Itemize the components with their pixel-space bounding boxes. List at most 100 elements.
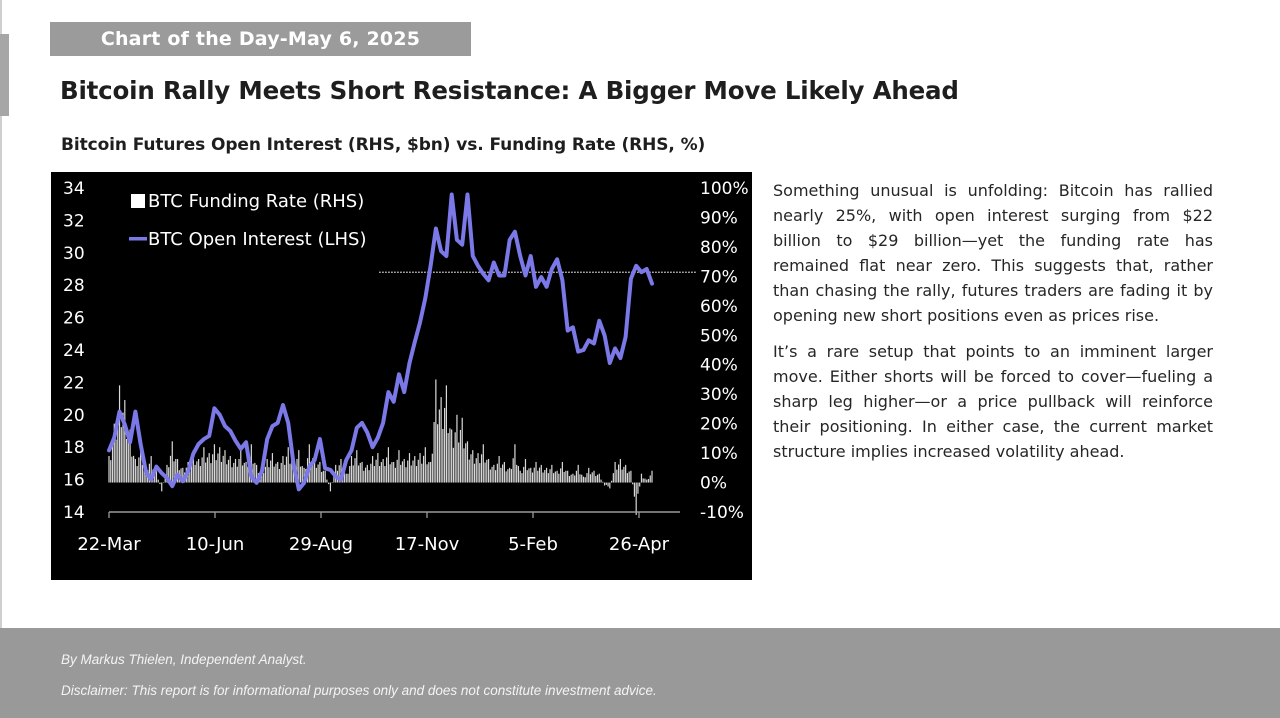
funding-rate-bar [552, 473, 555, 483]
funding-rate-bar [319, 461, 321, 483]
funding-rate-bar [581, 474, 583, 483]
funding-rate-bar [595, 476, 597, 483]
y-right-tick-label: 0% [700, 474, 727, 494]
funding-rate-bar [182, 467, 184, 483]
funding-rate-bar [565, 470, 567, 483]
funding-rate-bar [649, 475, 651, 483]
y-right-tick-label: 20% [700, 415, 738, 435]
x-tick-label: 22-Mar [77, 534, 141, 555]
funding-rate-bar [210, 463, 212, 483]
funding-rate-bar [626, 473, 628, 483]
funding-rate-bar [577, 464, 579, 483]
funding-rate-bar [173, 461, 175, 483]
funding-rate-bar [308, 444, 310, 483]
funding-rate-bar [234, 458, 237, 483]
funding-rate-bar [498, 456, 500, 483]
funding-rate-bar [451, 429, 453, 483]
y-left-tick-label: 14 [63, 503, 85, 523]
funding-rate-bar [315, 467, 317, 483]
funding-rate-bar [108, 456, 110, 483]
funding-rate-bar [363, 470, 365, 483]
funding-rate-bar [602, 481, 604, 483]
funding-rate-bar [437, 424, 439, 483]
funding-rate-bar [428, 462, 430, 483]
funding-rate-bar [561, 461, 563, 483]
funding-rate-bar [452, 447, 455, 483]
funding-rate-bar [264, 466, 266, 483]
funding-rate-bar [190, 459, 193, 483]
commentary: Something unusual is unfolding: Bitcoin … [773, 178, 1213, 475]
left-scroll-tab [0, 34, 9, 116]
funding-rate-bar [377, 453, 379, 483]
funding-rate-bar [600, 479, 602, 483]
funding-rate-bar [122, 412, 124, 483]
funding-rate-bar [368, 470, 370, 483]
funding-rate-bar [213, 444, 216, 483]
y-axis-right: 100% 90% 80% 70% 60% 50% 40% 30% 20% 10% 0% -10% [700, 179, 749, 523]
funding-rate-bar [551, 464, 553, 483]
funding-rate-bar [545, 467, 548, 483]
funding-rate-bar [646, 479, 648, 483]
funding-rate-bar [176, 458, 179, 483]
funding-rate-bar [243, 462, 245, 483]
funding-rate-bar [400, 464, 402, 483]
funding-rate-bar [366, 464, 368, 483]
funding-rate-bar [380, 462, 382, 483]
funding-rate-bar [141, 464, 143, 483]
y-right-tick-label: 10% [700, 444, 738, 464]
x-tick-label: 26-Apr [609, 534, 670, 555]
funding-rate-bar [169, 455, 172, 483]
chart-of-the-day-banner: Chart of the Day-May 6, 2025 [50, 22, 471, 56]
funding-rate-bar [284, 464, 286, 483]
funding-rate-bar [245, 461, 247, 483]
funding-rate-bar [591, 472, 593, 483]
funding-rate-bar [589, 474, 592, 483]
commentary-paragraph-1: Something unusual is unfolding: Bitcoin … [773, 181, 1213, 325]
funding-rate-bar [263, 473, 265, 483]
disclaimer: Disclaimer: This report is for informati… [61, 683, 657, 698]
funding-rate-bar [401, 461, 404, 483]
funding-rate-bar [466, 441, 469, 483]
y-right-tick-label: 90% [700, 208, 738, 228]
legend-square-icon [131, 194, 145, 208]
funding-rate-bar [454, 432, 456, 483]
funding-rate-bar [468, 459, 470, 483]
funding-rate-bar [168, 467, 170, 483]
funding-rate-bar [463, 448, 465, 483]
funding-rate-bar [435, 379, 437, 483]
y-left-tick-label: 18 [63, 438, 85, 458]
y-right-tick-label: 60% [700, 297, 738, 317]
funding-rate-bars [108, 379, 653, 515]
funding-rate-bar [375, 459, 377, 483]
funding-rate-bar [549, 469, 551, 483]
x-axis: 22-Mar 10-Jun 29-Aug 17-Nov 5-Feb 26-Apr [77, 511, 680, 555]
funding-rate-bar [159, 482, 161, 485]
funding-rate-bar [180, 468, 182, 483]
funding-rate-bar [614, 461, 616, 483]
funding-rate-bar [134, 458, 136, 483]
funding-rate-bar [507, 469, 509, 483]
funding-rate-bar [530, 467, 532, 483]
funding-rate-bar [396, 459, 398, 483]
funding-rate-bar [171, 441, 173, 483]
funding-rate-bar [278, 468, 281, 483]
funding-rate-bar [161, 482, 163, 492]
x-tick-label: 5-Feb [508, 534, 558, 555]
y-axis-left: 34 32 30 28 26 24 22 20 18 16 14 [63, 179, 85, 523]
funding-rate-bar [623, 466, 625, 483]
funding-rate-bar [354, 458, 356, 483]
y-right-tick-label: 40% [700, 356, 738, 376]
funding-rate-bar [247, 466, 249, 483]
funding-rate-bar [212, 454, 214, 483]
funding-rate-bar [387, 447, 390, 483]
funding-rate-bar [408, 453, 411, 483]
funding-rate-bar [359, 462, 361, 483]
funding-rate-bar [394, 467, 397, 483]
funding-rate-bar [572, 473, 574, 483]
funding-rate-bar [414, 456, 416, 483]
y-right-tick-label: 100% [700, 179, 749, 199]
y-right-tick-label: 30% [700, 385, 738, 405]
funding-rate-bar [651, 470, 653, 483]
funding-rate-bar [285, 456, 288, 483]
funding-rate-bar [456, 414, 458, 483]
